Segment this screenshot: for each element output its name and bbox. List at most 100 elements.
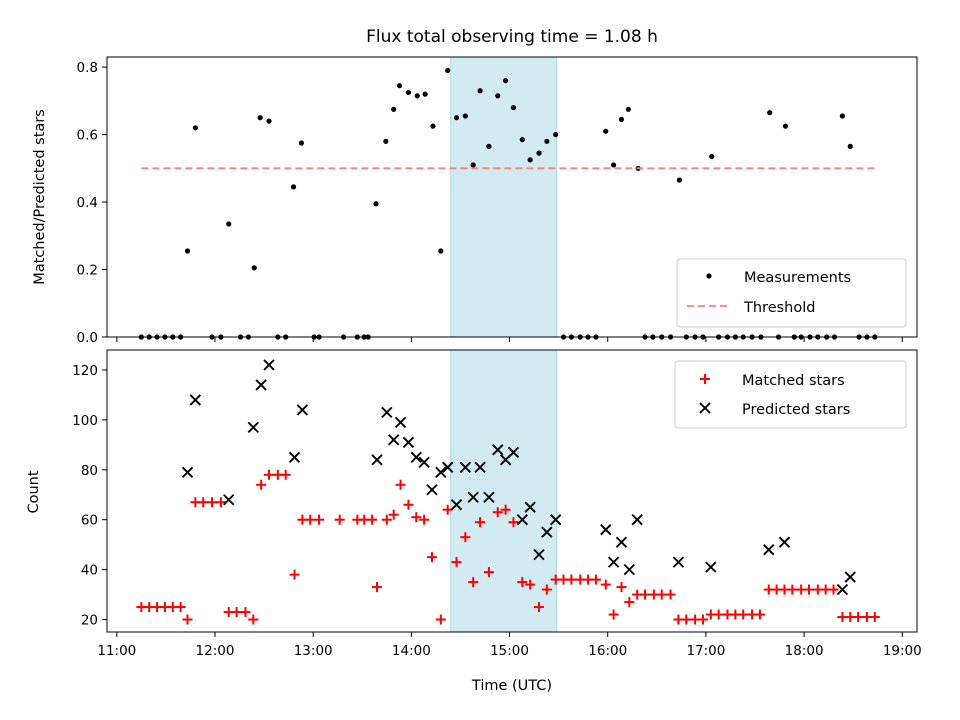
matched-star-point [207,497,218,508]
predicted-star-point-b [474,461,486,473]
matched-star-point [804,584,814,595]
predicted-star-point-b [426,484,438,496]
measurement-point [536,150,542,156]
predicted-star-point [705,561,717,573]
matched-star-point [305,514,316,525]
matched-star-point [713,609,724,620]
bottom-y-tick-label: 120 [72,363,98,379]
predicted-star-point-b [778,536,791,548]
matched-star-point [388,509,399,520]
matched-star-point [600,579,611,590]
matched-star-point [215,497,226,508]
measurement-point [396,83,403,89]
predicted-star-point [778,536,791,548]
bottom-panel: 20 40 60 80 100 120 11:00 12:00 13:00 14:00 15:00… [26,349,922,694]
matched-star-point [451,557,462,568]
matched-star-point [754,609,765,620]
matched-star-point [231,607,242,618]
measurement-point [510,105,517,111]
measurement-point [391,106,397,112]
predicted-star-point-b [844,571,856,583]
measurement-point [226,221,232,227]
predicted-star-point-b [371,454,383,466]
measurement-point [495,93,501,99]
top-y-tick-label: 0.2 [77,263,98,279]
predicted-star-point [516,514,528,526]
measurement-point [486,143,492,149]
predicted-star-point [442,461,454,473]
matched-star-point [640,589,651,600]
matched-star-point [738,609,749,620]
matched-star-point [500,504,511,515]
top-y-axis-label: Matched/Predicted stars [32,109,48,285]
x-tick-label: 11:00 [97,643,136,659]
legend-matched-marker [700,374,710,384]
measurement-point [544,138,550,144]
measurement-point [184,248,191,254]
predicted-star-point-b [763,543,775,556]
legend-predicted-label: Predicted stars [742,402,850,418]
x-tick-label: 16:00 [588,643,627,659]
measurement-point [373,201,379,207]
bottom-y-axis-label: Count [26,470,42,513]
predicted-star-point-b [402,436,415,449]
matched-star-point [182,614,193,625]
predicted-star-point [371,454,383,466]
bottom-y-tick-label: 100 [72,413,98,429]
measurement-point [676,177,683,183]
predicted-star-point [550,514,562,526]
predicted-star-point [296,404,309,416]
measurement-point [527,157,533,163]
predicted-star-point [263,359,275,371]
x-tick-label: 14:00 [392,643,431,659]
predicted-star-point-b [623,563,635,576]
x-tick-label: 19:00 [883,643,922,659]
matched-star-point [590,574,601,585]
bottom-legend: Matched stars Predicted stars [674,360,907,429]
predicted-star-point-b [388,434,400,446]
measurement-point [709,153,715,160]
top-highlight-band [450,56,558,338]
bottom-highlight-band [450,349,558,633]
bottom-y-tick-label: 80 [81,463,98,479]
matched-star-point [442,504,453,515]
matched-star-point [314,514,325,525]
matched-star-point [334,514,345,525]
predicted-star-point [435,466,447,478]
predicted-star-point [223,494,235,506]
predicted-star-point-b [255,379,267,391]
top-panel: 0.00.20.40.60.8 Matched/Predicted stars … [32,56,918,346]
top-legend: Measurements Threshold [676,258,907,328]
measurement-point [422,91,428,97]
matched-star-point [665,589,676,600]
predicted-star-point-b [533,548,545,561]
matched-star-point [656,589,667,600]
matched-star-point [426,552,437,563]
predicted-star-point [459,461,472,473]
measurement-point [251,265,257,271]
matched-star-point [616,582,627,593]
predicted-star-point [410,451,422,463]
predicted-star-point [600,524,612,536]
measurement-point [383,138,389,144]
top-legend-box [676,258,907,328]
predicted-star-point [524,501,536,513]
predicted-star-point-b [263,359,275,371]
predicted-star-point [607,556,620,568]
predicted-star-point [450,499,463,511]
matched-star-point [240,607,251,618]
measurement-point [477,88,483,94]
measurement-point [553,131,559,138]
matched-star-point [381,514,392,525]
predicted-star-point [418,456,430,468]
x-tick-label: 12:00 [196,643,235,659]
predicted-star-point [288,451,301,463]
predicted-star-point-b [247,421,259,434]
measurement-point [625,106,631,112]
predicted-star-point-b [600,524,612,536]
predicted-star-point-b [672,556,685,568]
predicted-star-point [507,446,520,458]
top-y-tick-label: 0.0 [77,330,98,346]
measurement-point [257,115,263,121]
